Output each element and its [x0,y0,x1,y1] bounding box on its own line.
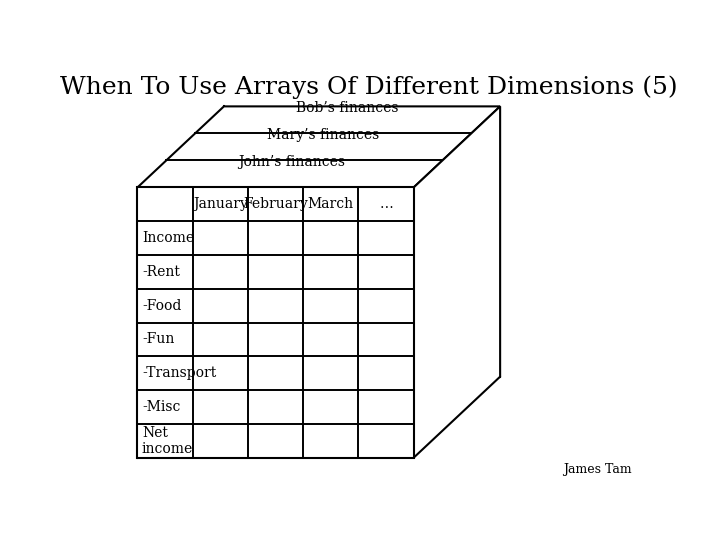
Text: February: February [243,197,308,211]
Polygon shape [138,187,413,458]
Text: Income: Income [142,231,194,245]
Text: Net
income: Net income [142,426,193,456]
Text: …: … [379,197,393,211]
Text: -Rent: -Rent [142,265,180,279]
Text: March: March [307,197,354,211]
Text: Mary’s finances: Mary’s finances [266,128,379,142]
Text: Bob’s finances: Bob’s finances [296,101,398,115]
Polygon shape [138,106,500,187]
Text: -Misc: -Misc [142,400,180,414]
Text: When To Use Arrays Of Different Dimensions (5): When To Use Arrays Of Different Dimensio… [60,75,678,99]
Text: -Fun: -Fun [142,333,174,347]
Text: John’s finances: John’s finances [238,155,345,169]
Text: January: January [193,197,248,211]
Text: -Transport: -Transport [142,366,216,380]
Text: James Tam: James Tam [562,463,631,476]
Polygon shape [413,106,500,458]
Text: -Food: -Food [142,299,181,313]
